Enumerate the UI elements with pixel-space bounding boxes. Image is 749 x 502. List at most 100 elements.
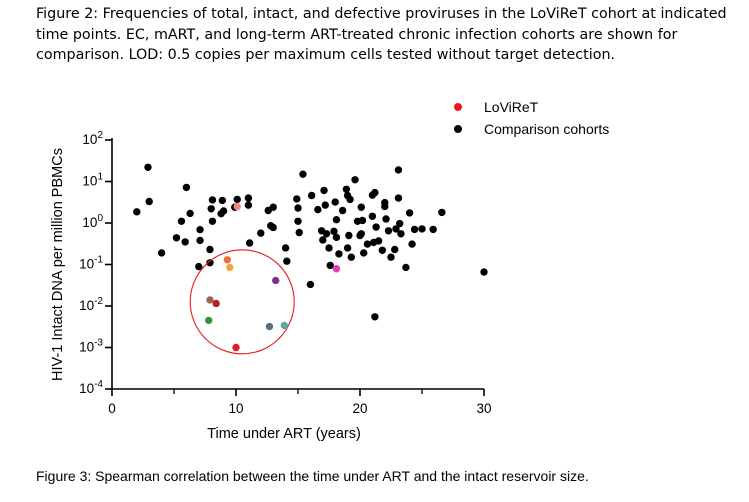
legend-label-loviret: LoViReT — [484, 99, 539, 115]
loviret-point — [233, 202, 241, 211]
comparison-point — [208, 196, 217, 204]
comparison-point — [371, 313, 379, 321]
comparison-point — [321, 201, 329, 209]
comparison-point — [293, 195, 301, 203]
y-tick-label: 10-2 — [79, 296, 103, 313]
comparison-point — [384, 227, 393, 235]
comparison-point — [233, 195, 241, 204]
comparison-point — [257, 229, 265, 237]
comparison-point — [438, 208, 446, 217]
comparison-point — [186, 209, 194, 218]
comparison-point — [358, 216, 367, 225]
figure-2-caption: Figure 2: Frequencies of total, intact, … — [36, 4, 736, 66]
comparison-point — [342, 185, 351, 193]
x-tick-label: 10 — [228, 401, 243, 416]
comparison-point — [133, 208, 141, 216]
comparison-point — [360, 249, 368, 257]
comparison-point — [332, 216, 341, 224]
comparison-point — [330, 227, 338, 236]
comparison-point — [319, 236, 327, 244]
comparison-point — [480, 268, 488, 276]
y-tick-label: 100 — [82, 213, 103, 230]
comparison-point — [326, 261, 334, 270]
comparison-point — [374, 237, 383, 245]
comparison-point — [372, 223, 380, 231]
x-tick-label: 20 — [352, 401, 367, 416]
comparison-point — [346, 195, 354, 204]
comparison-point — [244, 194, 253, 202]
comparison-point — [351, 176, 359, 184]
comparison-point — [418, 225, 426, 233]
loviret-point — [332, 265, 341, 273]
loviret-point — [212, 299, 220, 308]
comparison-point — [195, 262, 203, 271]
comparison-point — [145, 197, 153, 206]
comparison-point — [357, 230, 365, 238]
comparison-point — [157, 249, 166, 257]
y-tick-label: 101 — [82, 172, 103, 189]
comparison-point — [295, 228, 303, 237]
comparison-point — [196, 225, 204, 234]
comparison-point — [281, 244, 290, 252]
comparison-point — [332, 233, 341, 242]
comparison-point — [219, 207, 228, 215]
comparison-point — [208, 217, 217, 225]
comparison-point — [347, 253, 356, 261]
loviret-highlight-circle — [189, 249, 295, 355]
x-axis-label: Time under ART (years) — [207, 426, 361, 442]
comparison-point — [391, 245, 399, 254]
loviret-point — [280, 321, 289, 330]
comparison-point — [368, 212, 377, 221]
comparison-point — [357, 203, 365, 211]
comparison-point — [345, 231, 353, 240]
comparison-point — [307, 191, 316, 200]
comparison-point — [343, 244, 352, 252]
comparison-point — [294, 217, 302, 225]
comparison-point — [325, 244, 333, 252]
y-tick-label: 10-3 — [79, 338, 103, 355]
comparison-point — [181, 238, 189, 246]
comparison-point — [410, 225, 419, 234]
comparison-point — [320, 186, 328, 195]
y-tick-label: 102 — [82, 130, 103, 147]
comparison-point — [392, 225, 400, 233]
y-axis-label: HIV-1 Intact DNA per million PBMCs — [50, 148, 66, 381]
comparison-point — [382, 215, 390, 223]
loviret-point — [223, 256, 232, 264]
comparison-point — [335, 250, 343, 258]
comparison-point — [405, 209, 414, 217]
loviret-point — [232, 343, 240, 352]
legend: LoViReT Comparison cohorts — [454, 99, 609, 137]
loviret-point — [226, 263, 234, 272]
comparison-point — [244, 201, 253, 209]
figure-2-caption-text: Frequencies of total, intact, and defect… — [36, 6, 727, 63]
comparison-point — [306, 280, 315, 289]
comparison-point — [363, 240, 372, 248]
comparison-point — [331, 198, 339, 206]
comparison-point — [429, 225, 437, 234]
legend-marker-comparison — [454, 125, 462, 133]
comparison-point — [299, 170, 307, 178]
comparison-point — [378, 246, 387, 254]
figure-2-caption-label: Figure 2: — [36, 6, 99, 22]
figure-3-caption: Figure 3: Spearman correlation between t… — [36, 468, 589, 484]
comparison-point — [196, 236, 204, 245]
x-tick-label: 30 — [476, 401, 491, 416]
comparison-point — [245, 239, 254, 247]
comparison-point — [283, 257, 291, 265]
comparison-point — [381, 202, 389, 211]
x-tick-label: 0 — [108, 401, 116, 416]
comparison-point — [322, 230, 331, 238]
loviret-point — [206, 296, 214, 304]
comparison-point — [394, 194, 403, 202]
axes: 0 10 20 30 102 101 100 10-1 10-2 10-3 10-4 Time und… — [50, 130, 492, 442]
comparison-point — [177, 217, 186, 225]
comparison-point — [182, 183, 191, 192]
comparison-point — [402, 263, 410, 272]
comparison-point — [395, 219, 404, 228]
comparison-point — [172, 234, 181, 242]
comparison-point — [206, 259, 214, 267]
comparison-point — [206, 245, 214, 254]
comparison-point — [294, 204, 302, 212]
loviret-point — [265, 322, 274, 331]
